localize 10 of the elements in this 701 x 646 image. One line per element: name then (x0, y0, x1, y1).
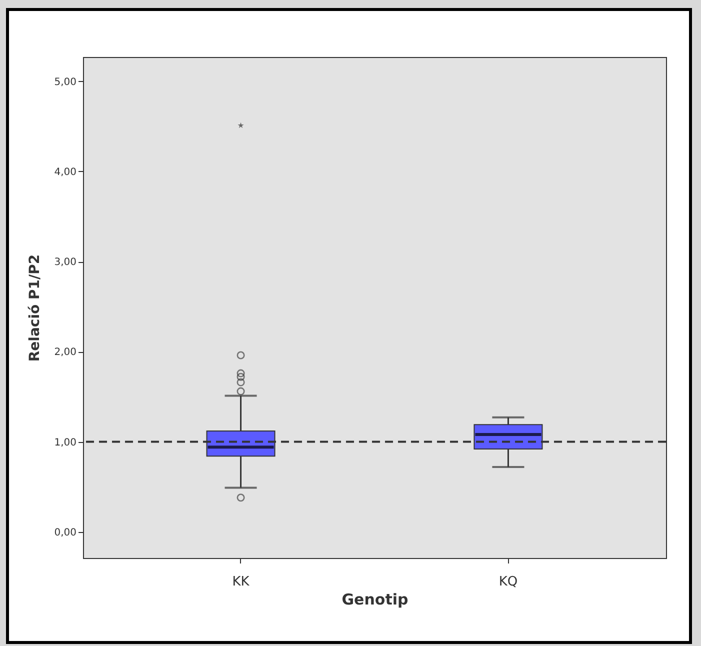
y-axis-title: Relació P1/P2 (27, 254, 44, 362)
x-tick-label: KQ (498, 574, 518, 590)
y-tick-label: 1,00 (54, 437, 76, 448)
y-tick-label: 4,00 (54, 166, 76, 178)
x-axis-title: Genotip (342, 590, 409, 608)
y-tick-label: 2,00 (54, 347, 76, 358)
y-tick-label: 0,00 (54, 527, 76, 538)
x-tick-label: KK (232, 574, 250, 590)
y-tick-label: 3,00 (54, 257, 76, 268)
y-tick-label: 5,00 (54, 76, 76, 88)
